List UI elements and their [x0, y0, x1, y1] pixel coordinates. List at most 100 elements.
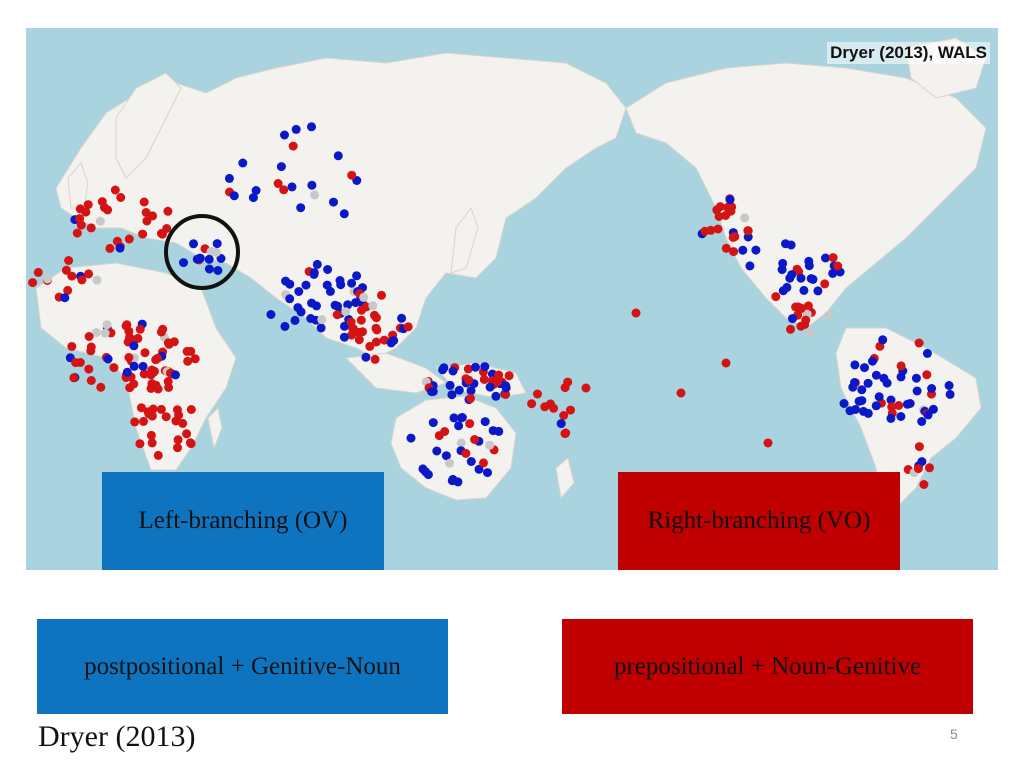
language-dot	[296, 307, 306, 317]
language-dot	[796, 321, 806, 331]
language-dot	[464, 375, 474, 385]
map-canvas	[28, 37, 987, 509]
language-dot	[902, 399, 912, 409]
language-dot	[878, 335, 888, 345]
language-dot	[67, 342, 77, 351]
language-dot	[307, 180, 317, 190]
language-dot	[917, 417, 927, 426]
language-dot	[343, 300, 353, 310]
language-dot	[922, 348, 932, 358]
language-dot	[894, 401, 904, 410]
language-dot	[896, 372, 906, 382]
language-dot	[857, 385, 867, 395]
language-dot	[631, 308, 641, 318]
language-dot	[371, 323, 381, 333]
language-dot	[77, 275, 87, 285]
language-dot	[712, 205, 722, 215]
language-dot	[457, 413, 467, 422]
language-dot	[147, 411, 157, 421]
language-dot	[164, 382, 174, 392]
language-dot	[556, 419, 566, 429]
language-dot	[421, 467, 431, 477]
language-dot	[64, 256, 74, 265]
language-dot	[801, 315, 811, 325]
language-dot	[63, 285, 73, 295]
language-dot	[86, 346, 96, 356]
language-dot	[323, 265, 333, 274]
language-dot	[850, 378, 859, 387]
language-dot	[480, 417, 490, 427]
language-dot	[287, 182, 297, 192]
british-isles-landmass	[67, 162, 89, 209]
language-dot	[266, 310, 276, 319]
language-dot	[676, 388, 686, 398]
language-dot	[290, 315, 300, 325]
language-dot	[157, 229, 167, 239]
language-dot	[406, 433, 416, 443]
language-dot	[76, 220, 86, 230]
language-dot	[361, 352, 371, 362]
language-dot	[333, 151, 343, 161]
language-dot	[445, 380, 455, 390]
language-dot	[60, 293, 70, 303]
language-dot	[896, 412, 906, 421]
language-dot	[504, 371, 514, 381]
language-dot	[863, 378, 873, 388]
language-dot	[288, 141, 298, 151]
language-dot	[449, 413, 459, 423]
language-dot	[559, 411, 569, 420]
language-dot	[743, 232, 753, 242]
language-dot	[479, 375, 489, 384]
language-dot	[796, 304, 806, 314]
language-dot	[189, 239, 198, 249]
page-number: 5	[950, 726, 958, 742]
language-dot	[281, 276, 291, 286]
language-dot	[470, 435, 480, 444]
language-dot	[84, 269, 94, 279]
landmasses	[35, 37, 987, 509]
language-dot	[778, 258, 788, 268]
language-dots	[28, 122, 955, 489]
language-dot	[839, 399, 849, 408]
language-dot	[461, 448, 471, 458]
language-dot	[828, 268, 838, 278]
language-dot	[81, 207, 91, 217]
language-dot	[480, 362, 490, 372]
language-dot	[745, 261, 755, 271]
language-dot	[427, 387, 437, 397]
language-dot	[84, 364, 94, 374]
language-dot	[238, 158, 248, 168]
highlight-circle	[164, 214, 240, 290]
language-dot	[448, 366, 458, 376]
language-dot	[33, 267, 43, 277]
language-dot	[136, 403, 146, 413]
language-dot	[195, 253, 205, 263]
language-dot	[379, 335, 389, 345]
world-map: Dryer (2013), WALS Left-branching (OV) R…	[26, 28, 998, 570]
language-dot	[808, 274, 818, 284]
language-dot	[67, 271, 77, 281]
language-dot	[224, 173, 234, 183]
language-dot	[173, 435, 183, 445]
language-dot	[213, 266, 223, 275]
language-dot	[371, 313, 381, 323]
language-dot	[312, 301, 321, 311]
language-dot	[738, 245, 748, 255]
language-dot	[332, 310, 342, 320]
language-dot	[28, 278, 38, 288]
language-dot	[61, 265, 71, 275]
language-dot	[740, 213, 750, 223]
language-dot	[105, 243, 115, 253]
language-dot	[329, 197, 338, 207]
map-source-label: Dryer (2013), WALS	[827, 42, 990, 64]
language-dot	[142, 216, 152, 226]
language-dot	[494, 370, 504, 380]
language-dot	[138, 229, 148, 239]
language-dot	[163, 338, 173, 348]
language-dot	[146, 430, 156, 440]
language-dot	[728, 232, 738, 242]
language-dot	[122, 320, 132, 330]
language-dot	[365, 341, 375, 351]
language-dot	[447, 476, 457, 486]
language-dot	[186, 439, 196, 449]
